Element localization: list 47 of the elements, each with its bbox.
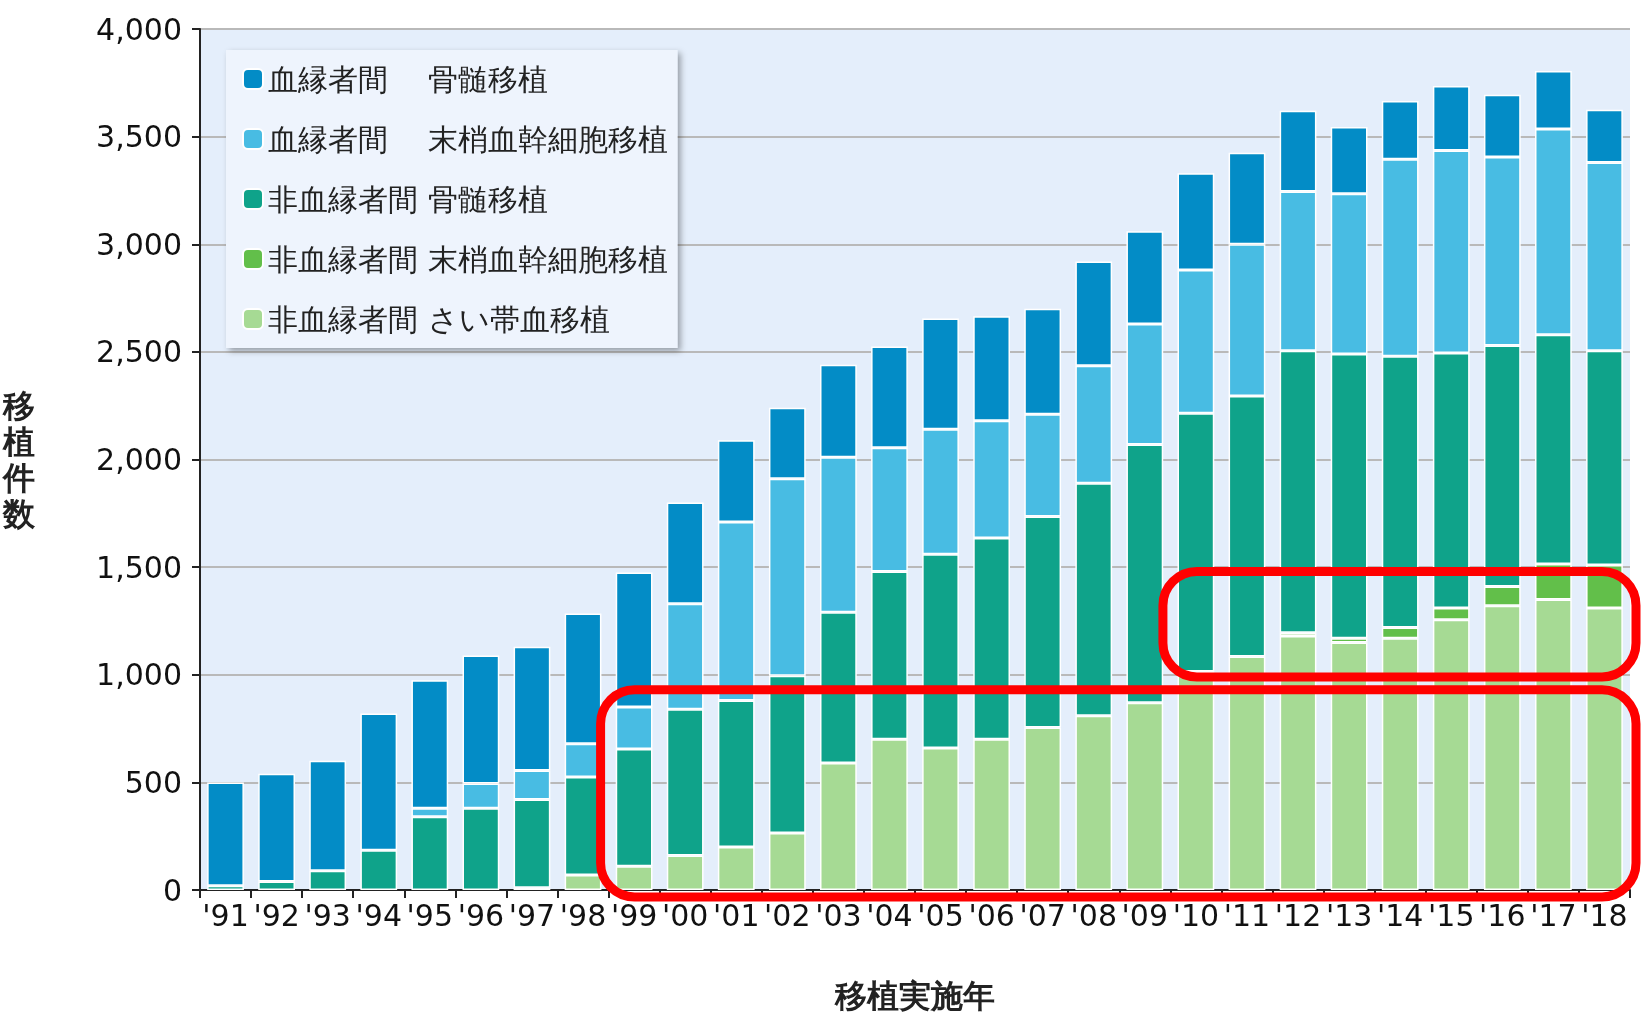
x-tick-label: '02 [764,897,811,933]
y-tick-label: 3,000 [96,226,182,262]
x-tick-label: '95 [406,897,454,933]
y-tick-label: 0 [162,872,182,908]
legend-label: 血縁者間 末梢血幹細胞移植 [268,121,668,157]
x-tick-label: '10 [1172,897,1220,933]
bar [1279,636,1317,890]
x-tick-label: '06 [968,897,1015,933]
x-tick-label: '92 [253,897,300,933]
x-tick-label: '93 [304,897,351,933]
x-tick-label: '17 [1530,897,1577,933]
x-tick-label: '96 [457,897,505,933]
x-tick-label: '15 [1428,897,1475,933]
y-tick-label: 1,000 [96,657,182,693]
legend-label: 血縁者間 骨髄移植 [268,61,548,97]
x-tick-label: '01 [713,897,760,933]
x-tick-label: '14 [1376,897,1424,933]
x-tick-label: '09 [1121,897,1169,933]
y-tick-label: 4,000 [96,11,182,47]
y-tick-label: 2,000 [96,442,182,477]
bar [207,782,244,886]
x-tick-label: '00 [661,897,709,933]
legend-label: 非血縁者間 骨髄移植 [268,181,548,217]
legend-label: 非血縁者間 末梢血幹細胞移植 [268,241,668,277]
x-tick-label: '05 [917,897,964,933]
x-tick-label: '16 [1479,897,1526,933]
x-tick-label: '94 [355,897,402,933]
x-tick-label: '91 [202,897,249,933]
x-axis-title: 移植実施年 [834,977,995,1015]
y-tick-label: 3,500 [96,119,182,155]
bar [1330,642,1368,890]
x-tick-label: '07 [1019,897,1066,933]
x-tick-label: '12 [1274,897,1322,933]
x-tick-label: '03 [815,897,862,933]
x-tick-label: '18 [1581,897,1628,933]
y-tick-label: 2,500 [96,334,182,370]
x-tick-label: '98 [559,897,607,933]
x-tick-label: '97 [508,897,556,933]
x-tick-label: '13 [1325,897,1373,933]
y-tick-label: 1,500 [96,549,182,585]
x-tick-label: '08 [1070,897,1117,933]
y-tick-label: 500 [124,764,182,800]
x-tick-label: '99 [610,897,658,933]
legend-label: 非血縁者間 さい帯血移植 [268,301,610,337]
y-axis-title: 移植件数 [2,386,36,533]
x-tick-label: '11 [1223,897,1271,933]
x-tick-label: '04 [866,897,913,933]
